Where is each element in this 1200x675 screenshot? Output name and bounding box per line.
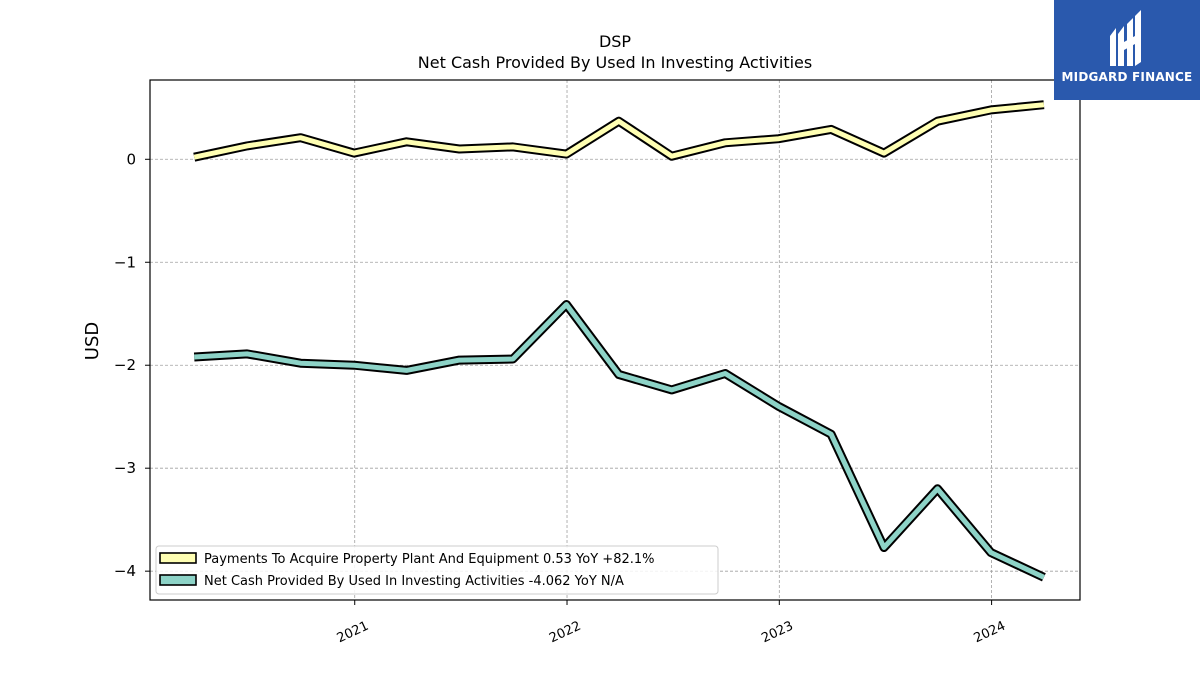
chart-subtitle: Net Cash Provided By Used In Investing A… <box>418 53 812 72</box>
legend-label: Payments To Acquire Property Plant And E… <box>204 552 655 567</box>
legend-box <box>155 545 719 595</box>
brand-logo: MIDGARD FINANCE <box>1054 0 1200 100</box>
y-tick-label: 0 <box>126 150 136 168</box>
y-tick-label: −4 <box>114 562 136 580</box>
series-line <box>194 302 1045 580</box>
y-tick-label: −3 <box>114 459 136 477</box>
series-line-outline <box>193 300 1046 582</box>
x-tick-label: 2024 <box>972 619 1008 647</box>
x-tick-label: 2021 <box>335 619 371 647</box>
legend-swatch <box>159 574 197 586</box>
y-tick-label: −1 <box>114 253 136 271</box>
series-layer <box>193 100 1046 582</box>
grid <box>150 80 1080 600</box>
legend-swatch <box>159 552 197 564</box>
y-axis-label: USD <box>82 322 103 360</box>
plot-frame <box>149 79 1081 601</box>
x-tick-label: 2023 <box>759 619 795 647</box>
y-tick-label: −2 <box>114 356 136 374</box>
legend-label: Net Cash Provided By Used In Investing A… <box>204 574 624 589</box>
midgard-mark-icon <box>1110 10 1141 66</box>
series-line <box>193 102 1045 160</box>
x-tick-label: 2022 <box>547 619 583 647</box>
brand-name: MIDGARD FINANCE <box>1061 70 1193 84</box>
chart-title: DSP <box>599 32 631 51</box>
legend: Payments To Acquire Property Plant And E… <box>155 545 719 595</box>
